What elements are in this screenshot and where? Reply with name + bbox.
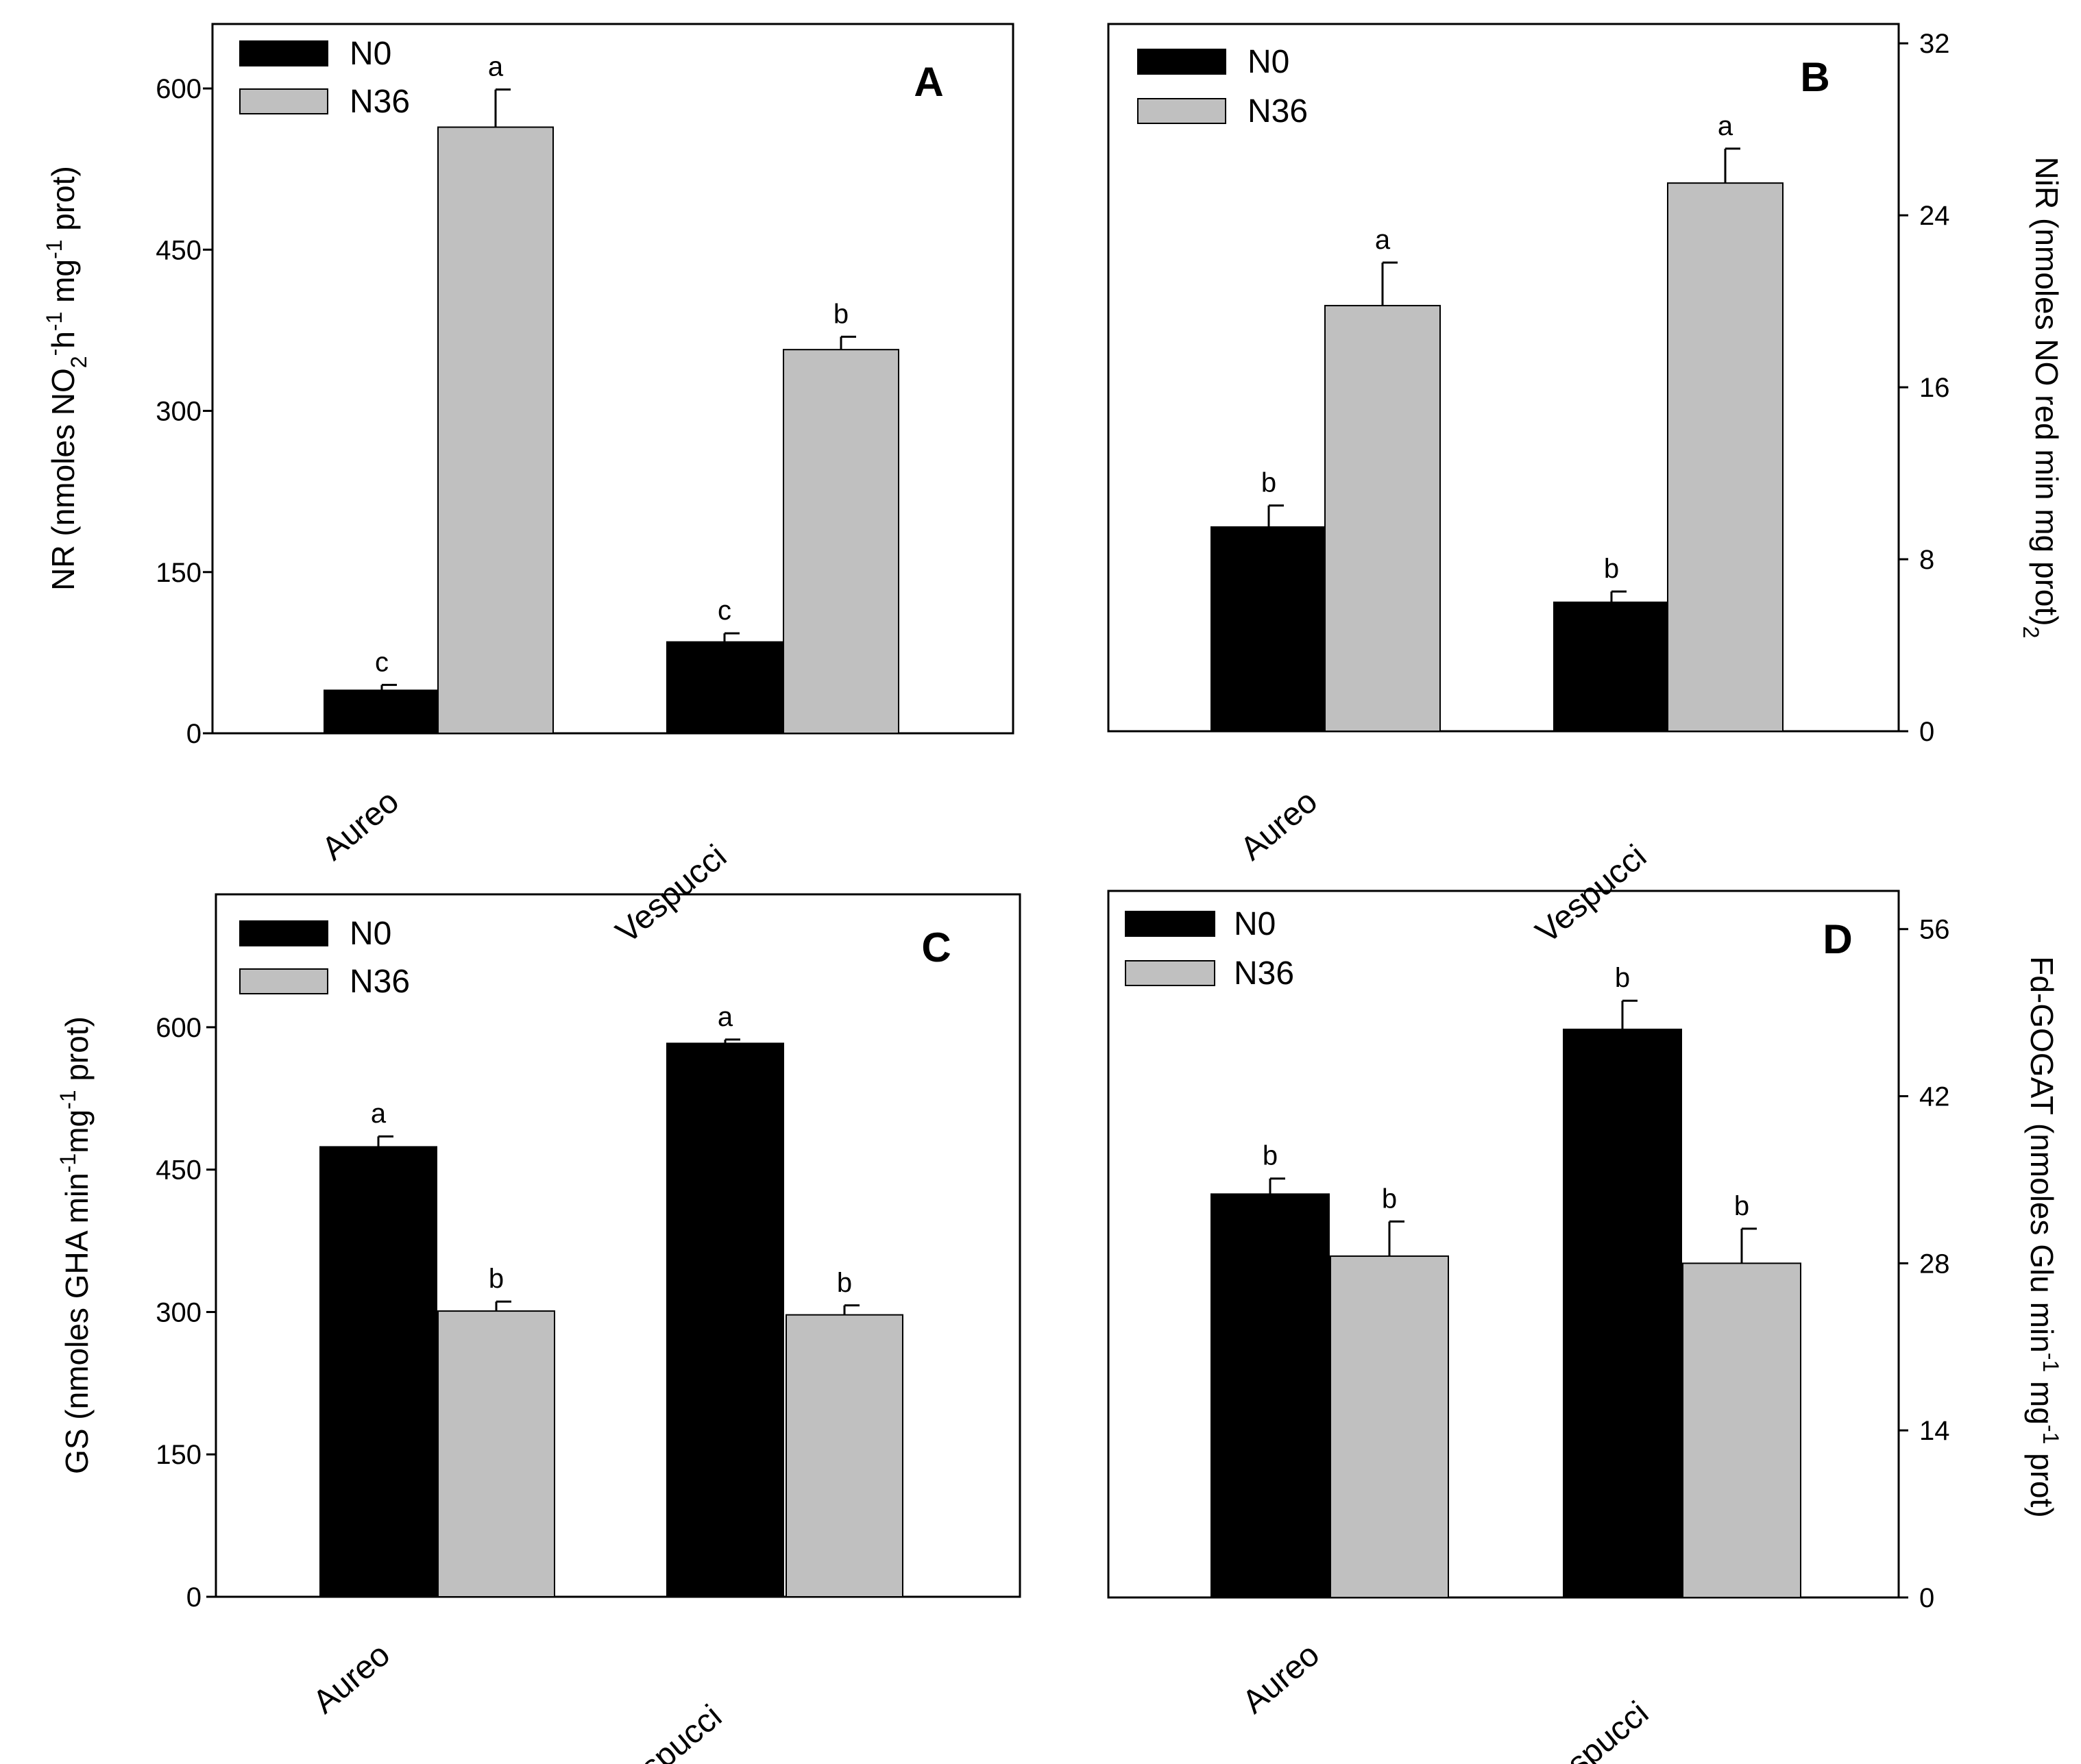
- category-label: Aureo: [1234, 783, 1324, 868]
- significance-label: b: [833, 299, 849, 329]
- plot-frame: [1107, 890, 1900, 1599]
- bar-n36: [783, 349, 899, 734]
- bar-n0: [1210, 526, 1327, 733]
- y-tick-label: 300: [156, 1297, 202, 1327]
- y-tick-label: 28: [1919, 1249, 1950, 1279]
- significance-label: b: [837, 1268, 852, 1298]
- bar-n36: [1682, 1262, 1801, 1598]
- legend-swatch-n0: [239, 40, 328, 66]
- plot-frame: [211, 23, 1014, 735]
- significance-label: a: [488, 52, 504, 82]
- y-tick-label: 150: [156, 1440, 202, 1470]
- y-axis-title: Fd-GOGAT (nmoles Glu min-1 mg-1 prot): [2024, 956, 2063, 1518]
- panel-letter: B: [1800, 54, 1829, 100]
- legend-label: N36: [1234, 955, 1294, 992]
- legend-label: N0: [350, 36, 391, 72]
- legend-swatch-n36: [239, 968, 328, 994]
- category-label: Aureo: [1236, 1637, 1326, 1721]
- y-tick-label: 14: [1919, 1416, 1950, 1446]
- significance-label: c: [375, 647, 389, 677]
- legend-swatch-n36: [1137, 98, 1226, 124]
- y-axis-title: NR (nmoles NO2-h-1 mg-1 prot): [42, 166, 91, 591]
- significance-label: b: [489, 1264, 504, 1294]
- legend-label: N0: [1234, 906, 1276, 942]
- bar-n36: [437, 126, 554, 734]
- legend-swatch-n36: [239, 88, 328, 114]
- significance-label: c: [718, 596, 731, 626]
- bar-n36: [786, 1314, 903, 1597]
- y-tick-label: 32: [1919, 29, 1950, 59]
- significance-label: b: [1604, 554, 1619, 584]
- bar-n36: [1330, 1255, 1449, 1598]
- category-label: Vespucci: [605, 1698, 729, 1764]
- significance-label: a: [718, 1002, 733, 1032]
- plot-frame: [215, 893, 1021, 1598]
- legend-label: N36: [350, 84, 410, 120]
- legend-swatch-n36: [1125, 960, 1215, 986]
- bar-n0: [1563, 1029, 1682, 1598]
- legend-label: N36: [1248, 93, 1308, 130]
- plot-frame: [1107, 23, 1900, 733]
- bar-n0: [1210, 1193, 1330, 1598]
- legend-label: N0: [1248, 44, 1289, 80]
- category-label: Vespucci: [1529, 838, 1653, 951]
- y-tick-label: 0: [186, 719, 202, 749]
- significance-label: b: [1261, 468, 1276, 498]
- legend-label: N0: [350, 916, 391, 952]
- bar-n36: [1324, 304, 1441, 733]
- y-tick-label: 0: [1919, 1583, 1934, 1613]
- legend-swatch-n0: [239, 920, 328, 946]
- bar-n0: [1553, 601, 1670, 733]
- category-label: Aureo: [315, 783, 406, 868]
- bar-n0: [319, 1146, 437, 1597]
- significance-label: b: [1263, 1141, 1278, 1171]
- category-label: Aureo: [306, 1637, 397, 1721]
- panel-letter: A: [914, 59, 943, 105]
- significance-label: b: [1382, 1184, 1397, 1214]
- y-tick-label: 42: [1919, 1082, 1950, 1112]
- y-tick-label: 0: [1919, 717, 1934, 747]
- y-tick-label: 150: [156, 558, 202, 588]
- y-tick-label: 24: [1919, 201, 1950, 231]
- significance-label: a: [1375, 225, 1391, 255]
- bar-n0: [666, 1042, 784, 1597]
- bar-n0: [324, 689, 440, 734]
- panel-letter: D: [1823, 916, 1852, 962]
- y-axis-title: NiR (nmoles NO red min mg prot)2: [2019, 157, 2065, 639]
- category-label: Vespucci: [1531, 1695, 1655, 1764]
- significance-label: a: [371, 1099, 387, 1129]
- bar-n0: [666, 641, 783, 734]
- bar-n36: [437, 1310, 555, 1598]
- y-tick-label: 450: [156, 1155, 202, 1186]
- y-tick-label: 300: [156, 397, 202, 427]
- legend-swatch-n0: [1125, 911, 1215, 937]
- panel-letter: C: [921, 924, 951, 970]
- significance-label: a: [1718, 111, 1733, 141]
- y-tick-label: 8: [1919, 545, 1934, 575]
- y-tick-label: 600: [156, 1013, 202, 1043]
- y-tick-label: 450: [156, 235, 202, 265]
- y-tick-label: 0: [186, 1582, 202, 1613]
- legend-label: N36: [350, 964, 410, 1000]
- y-tick-label: 16: [1919, 373, 1950, 403]
- significance-label: b: [1615, 963, 1630, 993]
- y-axis-title: GS (nmoles GHA min-1mg-1 prot): [56, 1016, 95, 1474]
- y-tick-label: 600: [156, 74, 202, 104]
- significance-label: b: [1734, 1191, 1749, 1221]
- legend-swatch-n0: [1137, 49, 1226, 75]
- bar-n36: [1667, 182, 1784, 732]
- y-tick-label: 56: [1919, 915, 1950, 945]
- panel-D: 014284256bbAureobbVespucciN0N36DFd-GOGAT…: [1107, 890, 2063, 1764]
